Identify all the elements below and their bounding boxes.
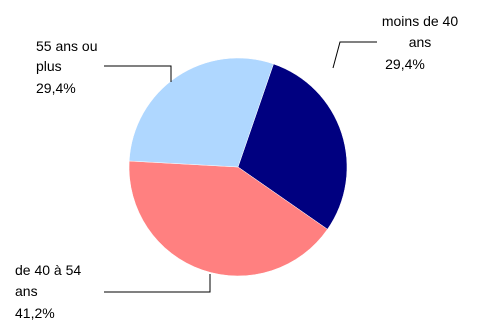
slice-label-3-line-2: plus bbox=[36, 58, 62, 74]
leader-lines bbox=[104, 41, 377, 293]
pie-slice-1 bbox=[237, 63, 348, 230]
slice-label-1-line-2: ans bbox=[409, 34, 432, 50]
leader-line-1 bbox=[332, 41, 377, 69]
slice-value-1: 29,4% bbox=[385, 56, 425, 72]
slice-label-1-line-1: moins de 40 bbox=[382, 13, 458, 29]
leader-line-3 bbox=[104, 65, 172, 82]
slice-value-2: 41,2% bbox=[15, 305, 55, 320]
pie-slices bbox=[128, 57, 348, 277]
pie-slice-2 bbox=[128, 160, 328, 277]
slice-label-2-line-2: ans bbox=[15, 283, 38, 299]
leader-line-2 bbox=[104, 274, 211, 293]
slice-labels: moins de 40 ans 29,4% de 40 à 54 ans 41,2% 55 … bbox=[15, 13, 458, 320]
slice-label-3-line-1: 55 ans ou bbox=[36, 38, 98, 54]
pie-slice-3 bbox=[128, 57, 274, 168]
slice-label-2-line-1: de 40 à 54 bbox=[15, 262, 81, 278]
slice-value-3: 29,4% bbox=[36, 80, 76, 96]
